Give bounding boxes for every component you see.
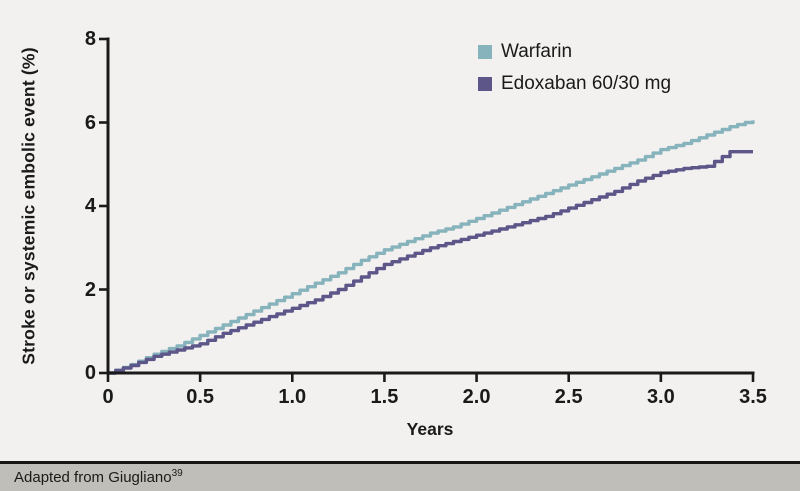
legend-item-edoxaban: Edoxaban 60/30 mg <box>478 73 671 94</box>
legend: Warfarin Edoxaban 60/30 mg <box>478 41 671 94</box>
edoxaban-swatch-icon <box>478 76 492 91</box>
source-attribution-bar: Adapted from Giugliano39 <box>0 461 800 491</box>
km-curve-chart <box>99 37 755 382</box>
legend-item-warfarin: Warfarin <box>478 41 671 62</box>
series-1-curve <box>108 150 753 375</box>
x-axis-title: Years <box>406 419 454 439</box>
reference-superscript: 39 <box>171 468 183 479</box>
legend-label-warfarin: Warfarin <box>501 41 573 62</box>
series-0-curve <box>108 120 755 375</box>
source-text: Adapted from Giugliano39 <box>14 468 183 487</box>
warfarin-swatch-icon <box>478 44 492 59</box>
y-axis-title: Stroke or systemic embolic event (%) <box>18 47 39 365</box>
legend-label-edoxaban: Edoxaban 60/30 mg <box>501 73 672 94</box>
